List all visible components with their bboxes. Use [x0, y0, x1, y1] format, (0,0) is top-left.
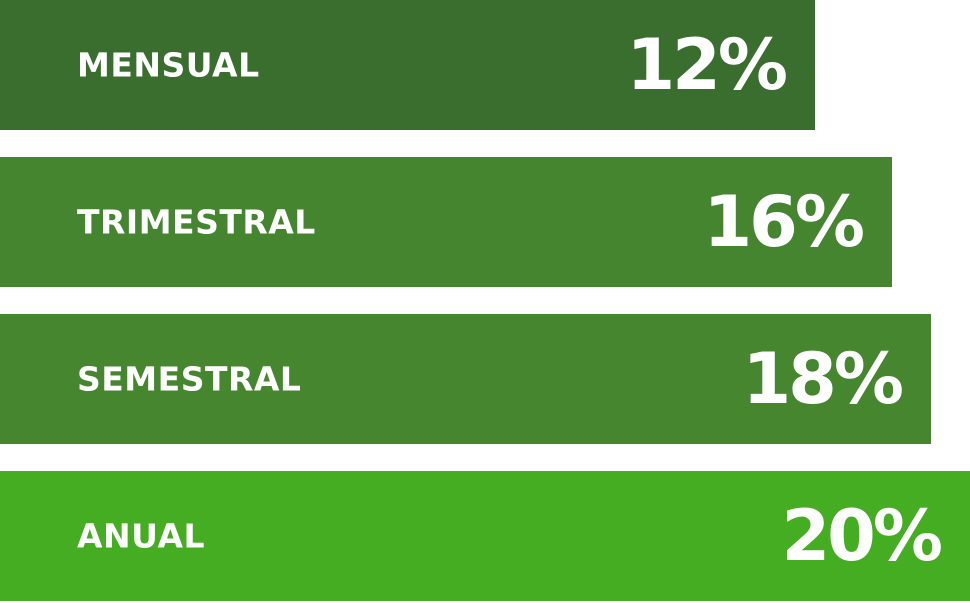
category-label: TRIMESTRAL	[77, 202, 316, 242]
bar-anual: ANUAL 20%	[0, 471, 970, 601]
category-label: ANUAL	[77, 516, 206, 556]
category-label: SEMESTRAL	[77, 359, 302, 399]
bar-semestral: SEMESTRAL 18%	[0, 314, 931, 444]
value-label: 18%	[742, 338, 904, 420]
category-label: MENSUAL	[77, 45, 260, 85]
value-label: 16%	[703, 181, 865, 263]
bar-mensual: MENSUAL 12%	[0, 0, 815, 130]
bar-trimestral: TRIMESTRAL 16%	[0, 157, 892, 287]
value-label: 12%	[626, 24, 788, 106]
value-label: 20%	[781, 495, 943, 577]
